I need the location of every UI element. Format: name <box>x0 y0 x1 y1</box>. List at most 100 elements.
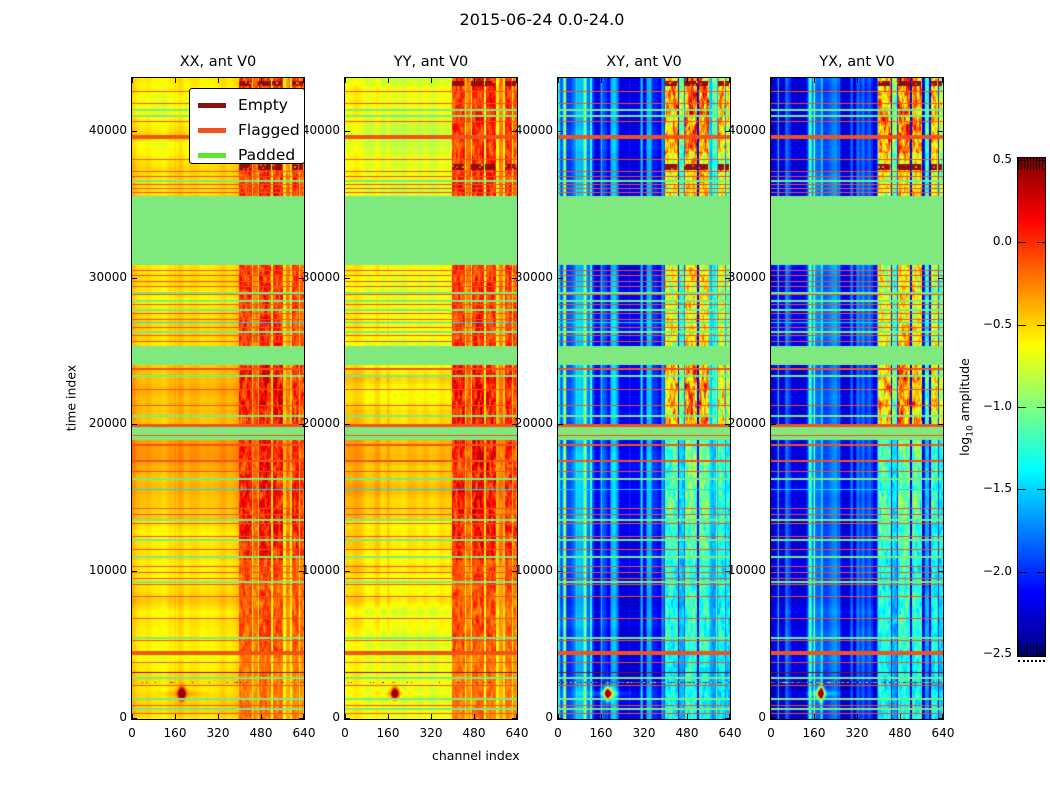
y-tick-label: 20000 <box>88 416 127 430</box>
y-tick-mark <box>512 278 517 279</box>
y-tick-mark <box>132 718 137 719</box>
y-tick-mark <box>299 571 304 572</box>
x-tick-mark <box>132 714 133 719</box>
x-tick-mark <box>857 78 858 83</box>
y-tick-mark <box>725 278 730 279</box>
x-tick-mark <box>857 714 858 719</box>
x-tick-mark <box>218 78 219 83</box>
x-tick-label: 640 <box>718 726 742 740</box>
x-tick-mark <box>601 714 602 719</box>
x-tick-mark <box>900 714 901 719</box>
y-tick-mark <box>771 424 776 425</box>
x-tick-label: 160 <box>376 726 400 740</box>
heatmap-xy <box>558 78 730 719</box>
x-tick-label: 480 <box>249 726 273 740</box>
legend-item-flagged: Flagged <box>190 121 304 139</box>
y-tick-mark <box>132 131 137 132</box>
x-tick-mark <box>644 714 645 719</box>
x-tick-mark <box>771 714 772 719</box>
colorbar-tick-label: −1.0 <box>982 399 1012 413</box>
legend-item-empty: Empty <box>190 96 304 114</box>
x-tick-mark <box>729 78 730 83</box>
y-tick-label: 10000 <box>727 563 766 577</box>
colorbar-tick-mark <box>1018 572 1026 573</box>
y-tick-mark <box>938 424 943 425</box>
y-tick-mark <box>558 718 563 719</box>
x-tick-mark <box>431 78 432 83</box>
x-tick-mark <box>771 78 772 83</box>
heatmap-yy <box>345 78 517 719</box>
y-tick-label: 10000 <box>88 563 127 577</box>
y-tick-mark <box>132 571 137 572</box>
colorbar-tick-mark <box>1018 325 1026 326</box>
x-tick-mark <box>687 714 688 719</box>
colorbar-tick-mark <box>1018 160 1026 161</box>
y-tick-mark <box>345 718 350 719</box>
colorbar-tick-label: −2.5 <box>982 646 1012 660</box>
x-tick-mark <box>303 78 304 83</box>
colorbar-tick-mark <box>1018 489 1026 490</box>
x-tick-label: 320 <box>632 726 656 740</box>
legend-swatch-flagged <box>198 128 226 133</box>
colorbar-tick-mark <box>1037 242 1045 243</box>
x-tick-mark <box>303 714 304 719</box>
x-tick-mark <box>516 78 517 83</box>
y-tick-label: 0 <box>119 710 127 724</box>
panel-xx <box>131 77 305 720</box>
y-tick-mark <box>345 571 350 572</box>
y-tick-label: 30000 <box>88 270 127 284</box>
panel-title-xy: XY, ant V0 <box>606 54 682 70</box>
x-tick-label: 160 <box>802 726 826 740</box>
colorbar-over-hatch <box>1018 158 1045 170</box>
y-tick-mark <box>771 131 776 132</box>
y-tick-mark <box>725 131 730 132</box>
x-tick-mark <box>644 78 645 83</box>
y-tick-label: 0 <box>545 710 553 724</box>
x-tick-mark <box>814 78 815 83</box>
y-tick-mark <box>132 278 137 279</box>
x-tick-mark <box>558 78 559 83</box>
y-tick-mark <box>938 278 943 279</box>
y-tick-label: 40000 <box>727 123 766 137</box>
colorbar-tick-mark <box>1018 654 1026 655</box>
y-tick-label: 30000 <box>514 270 553 284</box>
y-tick-mark <box>938 718 943 719</box>
colorbar-tick-label: −0.5 <box>982 317 1012 331</box>
y-tick-label: 0 <box>332 710 340 724</box>
y-tick-mark <box>345 278 350 279</box>
x-tick-mark <box>431 714 432 719</box>
x-tick-label: 0 <box>341 726 349 740</box>
y-tick-mark <box>771 278 776 279</box>
y-tick-mark <box>512 131 517 132</box>
y-tick-label: 0 <box>758 710 766 724</box>
x-tick-mark <box>687 78 688 83</box>
x-tick-mark <box>175 78 176 83</box>
y-tick-label: 20000 <box>514 416 553 430</box>
y-tick-label: 30000 <box>727 270 766 284</box>
x-tick-label: 480 <box>675 726 699 740</box>
legend-item-padded: Padded <box>190 146 304 164</box>
heatmap-xx <box>132 78 304 719</box>
panel-title-yx: YX, ant V0 <box>819 54 895 70</box>
x-tick-mark <box>814 714 815 719</box>
y-tick-label: 10000 <box>514 563 553 577</box>
y-tick-mark <box>299 278 304 279</box>
x-tick-mark <box>942 78 943 83</box>
colorbar-tick-mark <box>1037 654 1045 655</box>
colorbar-tick-label: 0.0 <box>992 234 1012 248</box>
colorbar-under-hatch <box>1018 644 1045 656</box>
x-tick-label: 160 <box>589 726 613 740</box>
colorbar-tick-label: −1.5 <box>982 481 1012 495</box>
x-tick-mark <box>218 714 219 719</box>
x-tick-mark <box>345 78 346 83</box>
heatmap-yx <box>771 78 943 719</box>
x-tick-mark <box>175 714 176 719</box>
y-tick-label: 40000 <box>301 123 340 137</box>
y-tick-mark <box>299 718 304 719</box>
x-tick-label: 0 <box>128 726 136 740</box>
legend-item-label: Padded <box>238 146 296 164</box>
x-tick-mark <box>388 78 389 83</box>
y-tick-label: 30000 <box>301 270 340 284</box>
y-tick-label: 40000 <box>514 123 553 137</box>
